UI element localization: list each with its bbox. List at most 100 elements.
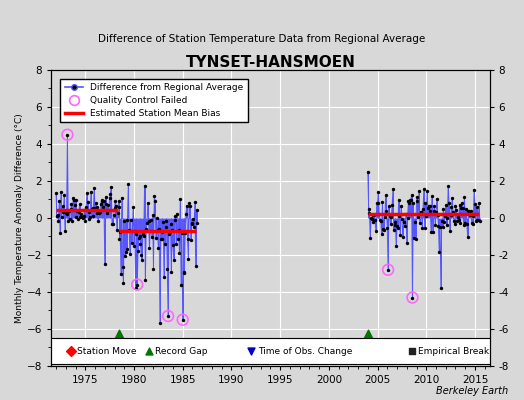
Point (107, 184, 115, 191)
Point (417, 209, 425, 216)
Point (98, 197, 106, 203)
Point (453, 218, 461, 224)
Point (418, 225, 427, 231)
Point (384, 266, 392, 273)
Point (451, 220, 459, 227)
Point (89, 204, 97, 211)
Point (428, 193, 436, 200)
Point (457, 205, 465, 211)
Point (148, 212, 157, 218)
Text: Berkeley Earth: Berkeley Earth (436, 386, 508, 396)
Point (386, 221, 395, 228)
Point (445, 228, 454, 234)
Point (410, 235, 418, 242)
Point (463, 221, 471, 227)
Point (161, 241, 169, 247)
Point (396, 232, 405, 238)
Point (467, 220, 476, 226)
Point (177, 282, 185, 288)
Point (371, 217, 379, 224)
Point (426, 208, 434, 214)
Point (132, 231, 140, 237)
Point (88, 206, 96, 212)
Point (460, 222, 468, 228)
Point (429, 229, 437, 235)
Point (404, 198, 412, 204)
Point (433, 196, 441, 202)
Point (96, 208, 104, 215)
Point (387, 214, 396, 220)
Point (182, 202, 191, 209)
Point (464, 234, 472, 240)
Point (442, 222, 451, 228)
Point (456, 220, 465, 226)
Point (420, 224, 429, 231)
Point (369, 219, 378, 226)
Point (126, 250, 134, 257)
Point (411, 236, 420, 242)
Point (168, 227, 177, 233)
Point (70, 197, 78, 204)
Point (118, 264, 127, 271)
Point (57, 189, 65, 195)
Point (117, 271, 125, 278)
Point (184, 256, 193, 262)
Legend: Difference from Regional Average, Quality Control Failed, Estimated Station Mean: Difference from Regional Average, Qualit… (60, 79, 248, 122)
Point (80, 206, 89, 213)
Point (84, 208, 93, 215)
Point (406, 197, 414, 203)
Point (94, 218, 103, 224)
Point (432, 209, 440, 216)
Point (56, 230, 64, 236)
Point (144, 200, 152, 206)
Point (176, 196, 184, 202)
Point (374, 200, 382, 206)
Point (412, 198, 421, 204)
Point (169, 242, 177, 248)
Point (173, 210, 181, 217)
Point (399, 234, 407, 240)
Point (183, 236, 192, 242)
Point (366, 235, 375, 242)
Point (123, 246, 131, 253)
Point (380, 214, 389, 220)
Point (191, 199, 199, 206)
Point (83, 190, 91, 196)
Text: Difference of Station Temperature Data from Regional Average: Difference of Station Temperature Data f… (99, 34, 425, 44)
Point (458, 200, 466, 206)
Point (145, 245, 154, 251)
Point (397, 203, 405, 209)
Point (62, 210, 70, 216)
Point (85, 216, 93, 222)
Point (408, 294, 417, 301)
Point (411, 219, 419, 225)
Point (445, 200, 453, 206)
Point (389, 186, 397, 192)
Point (470, 186, 478, 193)
Point (166, 221, 174, 228)
Point (164, 313, 172, 319)
Point (93, 210, 102, 216)
Point (139, 233, 148, 240)
Point (64, 218, 72, 224)
Point (473, 204, 481, 210)
Point (141, 277, 149, 284)
Point (160, 274, 168, 280)
Point (421, 200, 430, 206)
Point (170, 217, 179, 224)
Point (67, 200, 75, 207)
Point (79, 215, 87, 222)
Point (137, 252, 146, 258)
Point (67, 348, 75, 354)
Point (117, 194, 126, 201)
Point (447, 204, 456, 210)
Point (364, 331, 372, 338)
Point (142, 226, 150, 232)
Point (370, 212, 378, 218)
Point (408, 192, 416, 198)
Point (413, 194, 421, 200)
Point (379, 225, 387, 232)
Point (443, 215, 452, 221)
Point (182, 211, 190, 217)
Point (66, 215, 74, 222)
